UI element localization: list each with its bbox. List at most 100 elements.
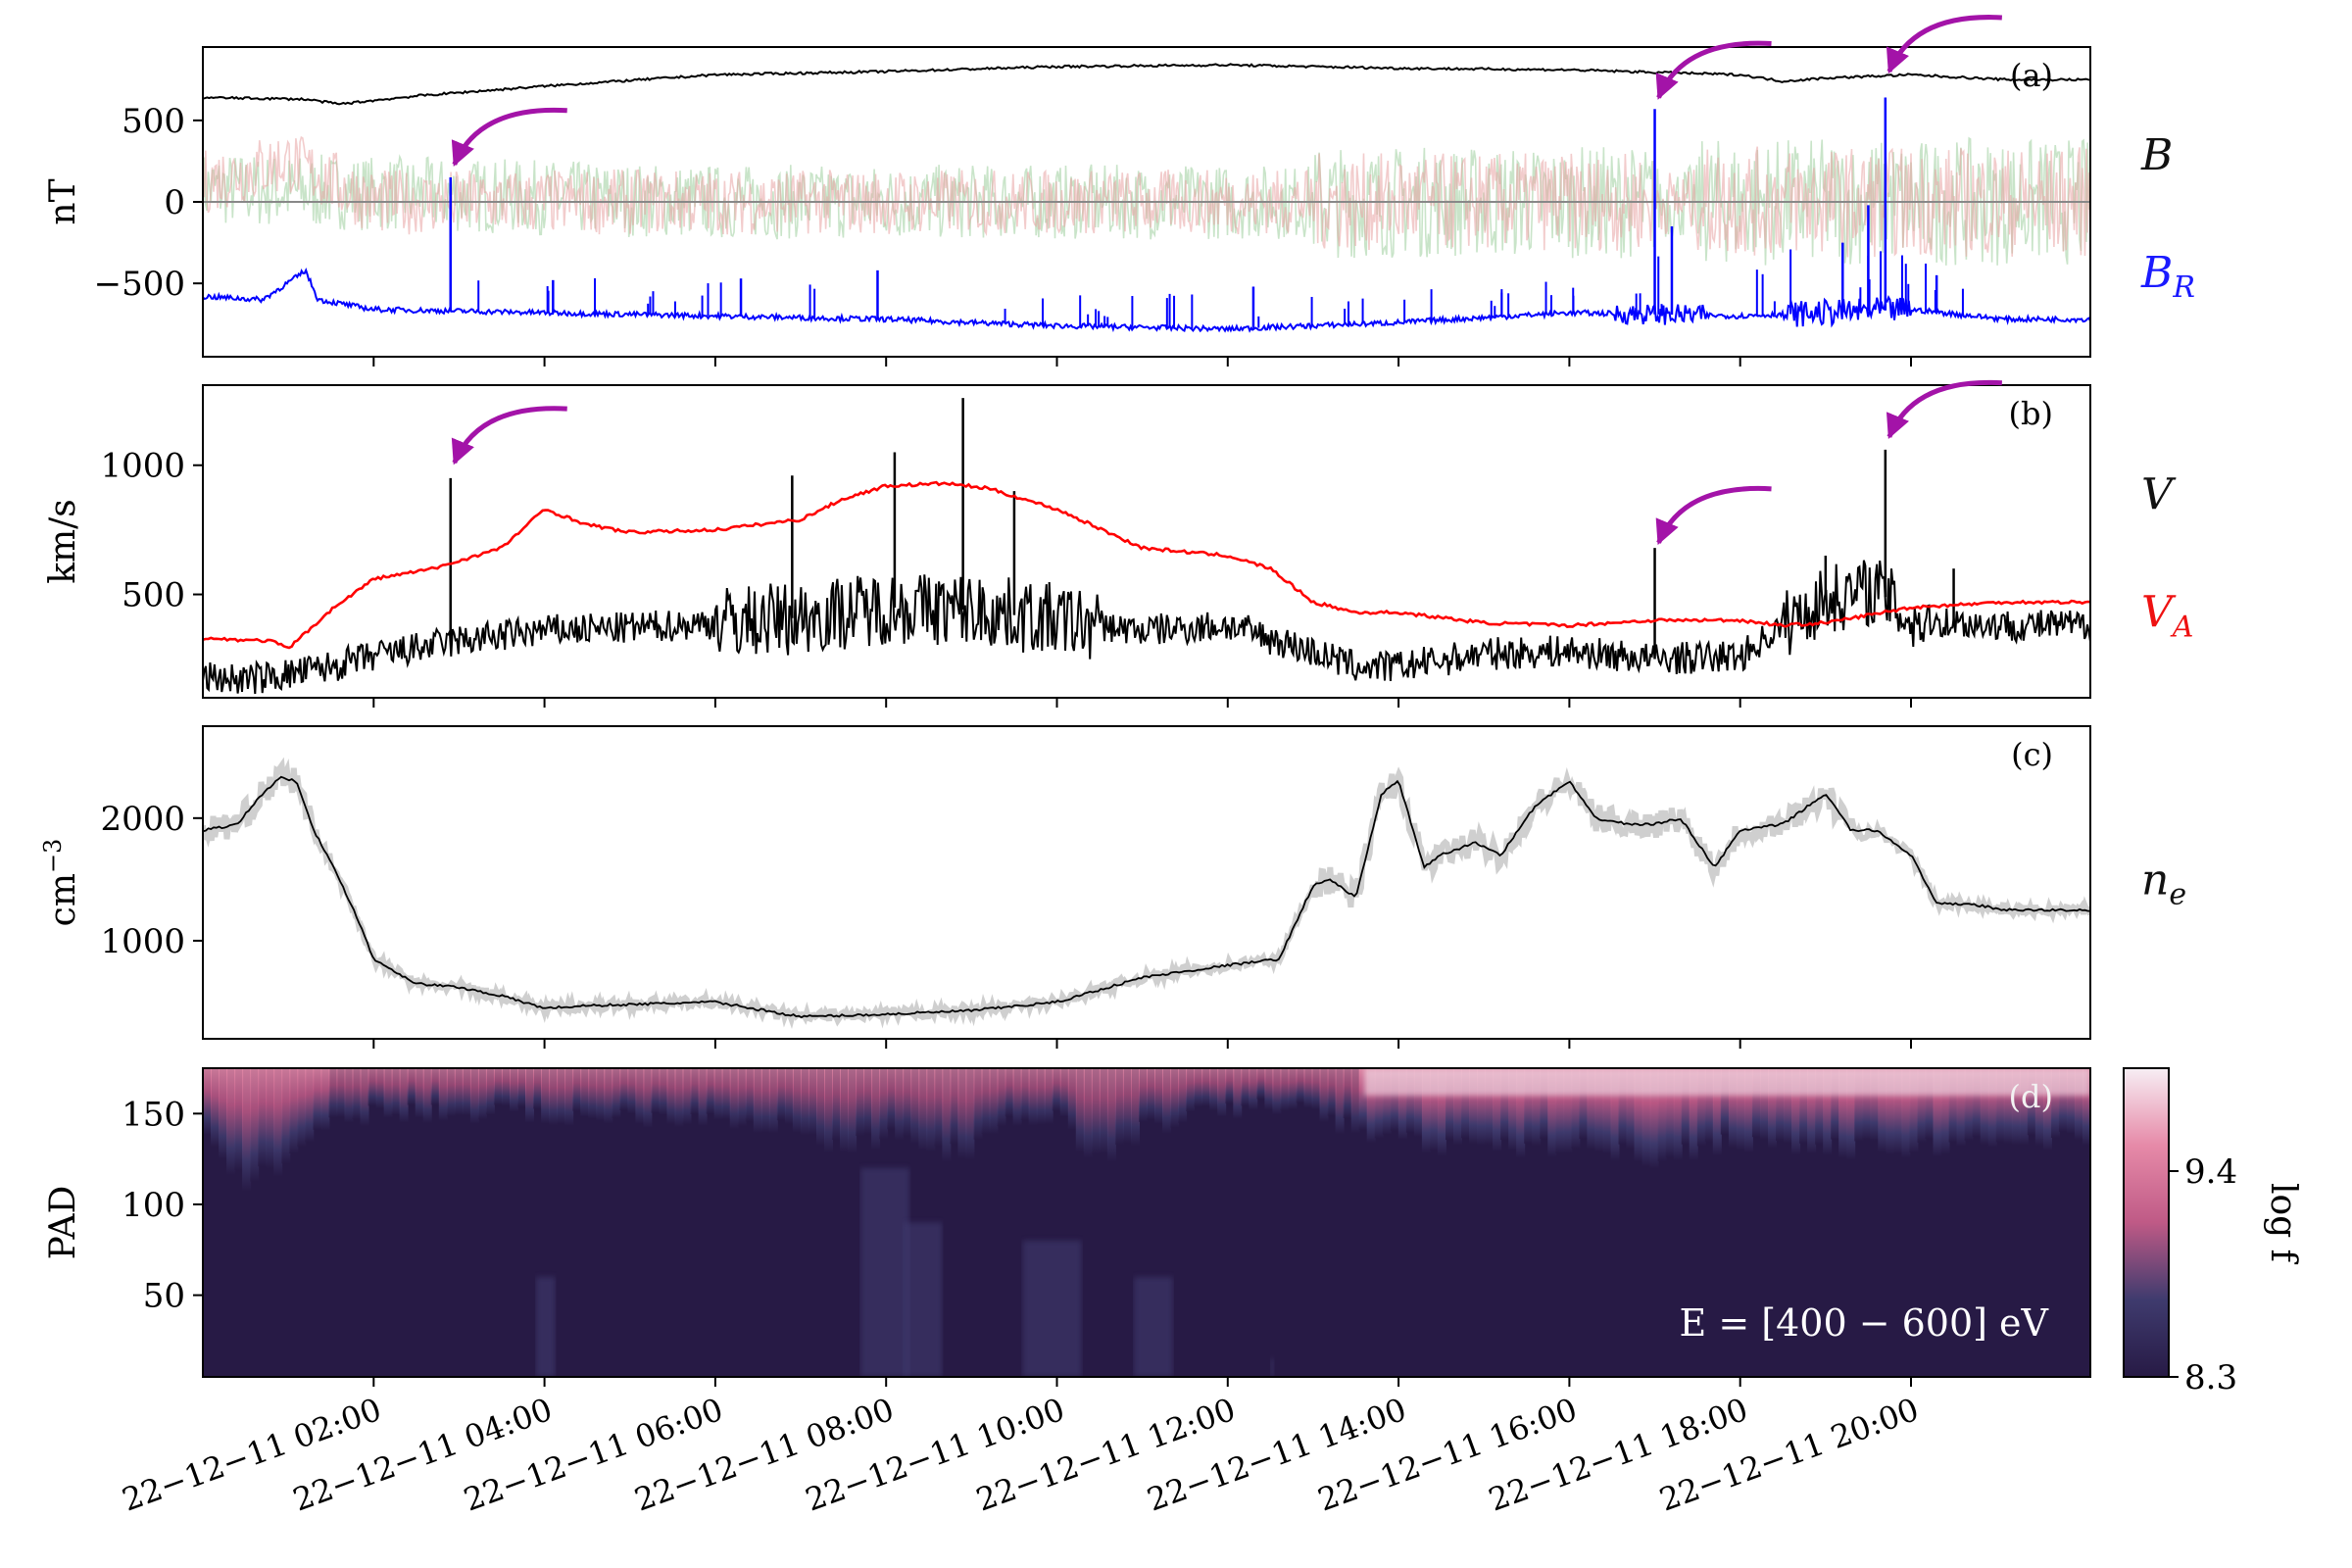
heatmap-column <box>297 1068 307 1148</box>
heatmap-column <box>1004 1068 1014 1117</box>
colorbar-tick-label: 8.3 <box>2184 1358 2237 1397</box>
heatmap-column <box>816 1068 825 1146</box>
colorbar <box>2123 1067 2170 1378</box>
heatmap-column <box>1846 1068 1856 1160</box>
heatmap-column <box>674 1068 684 1128</box>
heatmap-column <box>1374 1068 1384 1139</box>
heatmap-column <box>360 1068 369 1127</box>
panel-d-data <box>203 1068 2090 1377</box>
heatmap-column <box>1429 1068 1439 1152</box>
heatmap-column <box>2042 1068 2052 1152</box>
heatmap-column <box>391 1068 401 1115</box>
heatmap-column <box>517 1068 526 1107</box>
heatmap-column <box>1233 1068 1243 1119</box>
heatmap-column <box>438 1068 448 1121</box>
heatmap-column <box>879 1068 889 1140</box>
energy-annotation: E = [400 − 600] eV <box>1680 1301 2049 1345</box>
heatmap-column <box>415 1068 424 1118</box>
heatmap-column <box>1106 1068 1116 1162</box>
heatmap-column <box>737 1068 747 1127</box>
heatmap-column <box>1704 1068 1714 1143</box>
heatmap-column <box>1382 1068 1392 1135</box>
panel-c-data <box>203 757 2090 1029</box>
plot-frame <box>202 725 2091 1040</box>
heatmap-column <box>848 1068 858 1153</box>
heatmap-column <box>1075 1068 1085 1152</box>
annotation-arrow <box>1886 379 2002 440</box>
legend-entry-sub: e <box>2169 878 2186 912</box>
heatmap-column <box>446 1068 456 1117</box>
heatmap-column <box>1681 1068 1690 1145</box>
heatmap-column <box>1799 1068 1809 1144</box>
heatmap-column <box>1665 1068 1675 1157</box>
heatmap-column <box>313 1068 322 1130</box>
heatmap-column <box>1807 1068 1817 1154</box>
heatmap-column <box>942 1068 952 1162</box>
heatmap-column <box>1925 1068 1935 1139</box>
heatmap-column <box>918 1068 928 1151</box>
heatmap-column <box>1602 1068 1612 1153</box>
colorbar-label: log f <box>2263 1183 2303 1265</box>
heatmap-column <box>1563 1068 1573 1153</box>
heatmap-column <box>533 1068 542 1109</box>
heatmap-column <box>713 1068 723 1120</box>
heatmap-column <box>651 1068 661 1113</box>
heatmap-column <box>1131 1068 1140 1147</box>
heatmap-column <box>856 1068 865 1137</box>
y-tick-label: 150 <box>122 1095 185 1134</box>
heatmap-column <box>1524 1068 1534 1144</box>
heatmap-column <box>1437 1068 1446 1156</box>
heatmap-column <box>289 1068 299 1153</box>
heatmap-column <box>1689 1068 1698 1161</box>
heatmap-column <box>871 1068 881 1151</box>
heatmap-column <box>1421 1068 1431 1153</box>
heatmap-column <box>1225 1068 1235 1104</box>
heatmap-column <box>682 1068 692 1125</box>
heatmap-column <box>1485 1068 1494 1145</box>
heatmap-column <box>1555 1068 1565 1153</box>
heatmap-column <box>320 1068 330 1131</box>
heatmap-column <box>1547 1068 1557 1157</box>
heatmap-column <box>1838 1068 1848 1158</box>
heatmap-column <box>604 1068 613 1124</box>
heatmap-column <box>368 1068 377 1106</box>
heatmap-column <box>1508 1068 1518 1151</box>
series-br-line <box>203 267 2090 333</box>
heatmap-column <box>1917 1068 1927 1143</box>
heatmap-column <box>454 1068 464 1115</box>
heatmap-column <box>1657 1068 1667 1162</box>
heatmap-column <box>1209 1068 1219 1111</box>
heatmap-column <box>1893 1068 1903 1154</box>
plot-frame <box>202 1067 2091 1378</box>
heatmap-column <box>1122 1068 1132 1144</box>
legend-entry: B <box>2140 130 2173 180</box>
heatmap-column <box>1186 1068 1196 1112</box>
legend-entry: VA <box>2141 588 2193 645</box>
legend-entry: V <box>2141 470 2177 520</box>
heatmap-column <box>887 1068 897 1130</box>
heatmap-column <box>1343 1068 1352 1119</box>
heatmap-column <box>211 1068 220 1148</box>
heatmap-column <box>1634 1068 1643 1162</box>
heatmap-column <box>1736 1068 1745 1151</box>
heatmap-column <box>1311 1068 1321 1109</box>
heatmap-column <box>1405 1068 1415 1133</box>
heatmap-column <box>596 1068 606 1121</box>
heatmap-column <box>863 1068 873 1135</box>
heatmap-column <box>510 1068 518 1112</box>
heatmap-column <box>1249 1068 1258 1110</box>
annotation-arrow <box>451 406 567 466</box>
heatmap-column <box>1862 1068 1872 1140</box>
series-ne-band <box>203 757 2090 1029</box>
heatmap-column <box>619 1068 629 1110</box>
annotation-arrow <box>1886 15 2002 74</box>
heatmap-column <box>1696 1068 1706 1147</box>
heatmap-column <box>422 1068 432 1123</box>
heatmap-column <box>659 1068 668 1115</box>
heatmap-column <box>2003 1068 2013 1144</box>
heatmap-column <box>698 1068 708 1126</box>
y-tick-label: 50 <box>143 1277 185 1316</box>
heatmap-column <box>840 1068 849 1152</box>
heatmap-column <box>1083 1068 1093 1158</box>
